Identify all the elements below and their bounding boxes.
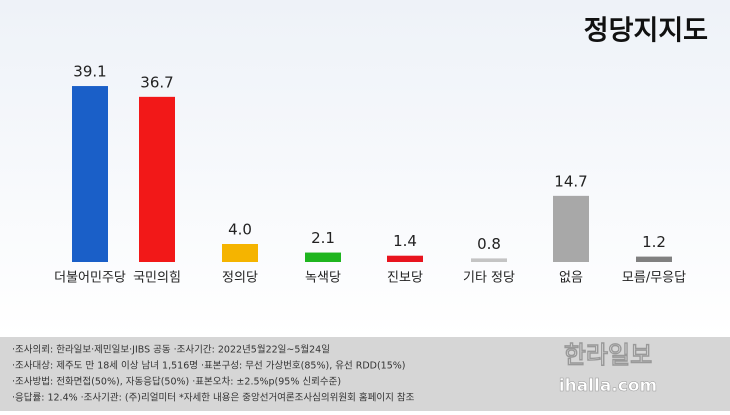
- footer-note: ·응답률: 12.4% ·조사기관: (주)리얼미터 *자세한 내용은 중앙선거…: [12, 392, 415, 404]
- site: ihalla.com: [559, 376, 657, 396]
- value-label: 1.2: [642, 233, 666, 251]
- bar: [471, 258, 507, 262]
- bar: [72, 86, 108, 262]
- bar: [305, 252, 341, 262]
- bar: [139, 96, 175, 262]
- bar: [553, 195, 589, 262]
- logo: 한라일보: [564, 341, 652, 369]
- chart-title: 정당지지도: [584, 16, 708, 47]
- category-label: 진보당: [387, 271, 423, 286]
- bar: [222, 244, 258, 262]
- category-label: 기타 정당: [463, 271, 515, 286]
- bar: [636, 256, 672, 262]
- background: [0, 0, 730, 337]
- footer-band: [0, 337, 730, 411]
- category-label: 정의당: [222, 271, 258, 286]
- category-label: 더불어민주당: [54, 271, 126, 286]
- footer-note: ·조사방법: 전화면접(50%), 자동응답(50%) ·표본오차: ±2.5%…: [12, 376, 341, 388]
- category-label: 없음: [559, 271, 583, 286]
- value-label: 4.0: [228, 221, 252, 239]
- value-label: 39.1: [73, 63, 106, 81]
- category-label: 국민의힘: [133, 271, 181, 286]
- value-label: 2.1: [311, 229, 335, 247]
- value-label: 0.8: [477, 235, 501, 253]
- category-label: 모름/무응답: [622, 271, 686, 286]
- category-label: 녹색당: [305, 271, 341, 286]
- footer-note: ·조사대상: 제주도 만 18세 이상 남녀 1,516명 ·표본구성: 무선 …: [12, 361, 406, 372]
- value-label: 14.7: [554, 172, 587, 190]
- value-label: 1.4: [393, 232, 417, 250]
- bar: [387, 255, 423, 262]
- footer-note: ·조사의뢰: 한라일보·제민일보·JIBS 공동 ·조사기간: 2022년5월2…: [12, 344, 330, 356]
- value-label: 36.7: [140, 73, 173, 91]
